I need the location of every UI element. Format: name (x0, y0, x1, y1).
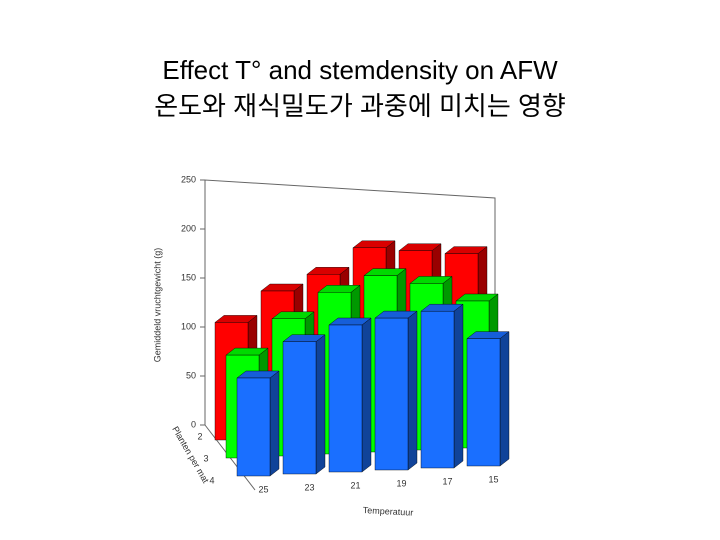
depth-tick-label: 4 (209, 475, 214, 485)
y-axis-label: Gemiddeld vruchtgewicht (g) (152, 248, 162, 363)
bar-side (407, 310, 418, 471)
depth-tick-label: 2 (197, 431, 202, 441)
slide-title: Effect T° and stemdensity on AFW (162, 55, 558, 85)
bar-side (269, 370, 280, 477)
bar (282, 334, 326, 475)
x-tick-label: 25 (258, 484, 268, 494)
depth-tick-label: 3 (203, 453, 208, 463)
slide-subtitle: 온도와 재식밀도가 과중에 미치는 영향 (154, 91, 566, 121)
bar-side (499, 331, 510, 467)
x-tick-label: 15 (488, 474, 498, 484)
x-axis-label: Temperatuur (363, 505, 414, 518)
y-tick-label: 100 (181, 321, 196, 331)
bar-front (282, 341, 317, 475)
x-tick-label: 23 (304, 482, 314, 492)
y-tick-label: 150 (181, 272, 196, 282)
y-tick-label: 250 (181, 174, 196, 184)
bar-side (315, 334, 326, 475)
bar (374, 310, 418, 471)
bar-front (374, 317, 409, 471)
bar-side (453, 303, 464, 469)
bar-front (420, 311, 455, 469)
bar-front (328, 324, 363, 473)
bar-front (466, 338, 501, 467)
y-tick-label: 200 (181, 223, 196, 233)
bar (466, 331, 510, 467)
bar (236, 370, 280, 477)
bar-front (236, 377, 271, 477)
x-tick-label: 21 (350, 480, 360, 490)
x-tick-label: 19 (396, 478, 406, 488)
bar (328, 317, 372, 473)
x-tick-label: 17 (442, 476, 452, 486)
bar (420, 303, 464, 469)
y-tick-label: 50 (186, 370, 196, 380)
y-tick-label: 0 (191, 419, 196, 429)
bar-side (361, 317, 372, 473)
